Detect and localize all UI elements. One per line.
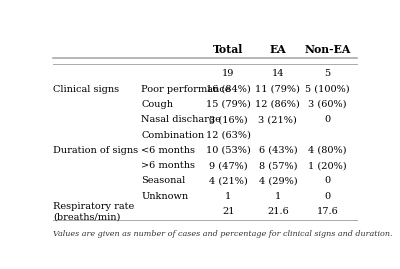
Text: 10 (53%): 10 (53%) [206,146,251,155]
Text: EA: EA [270,44,286,55]
Text: 12 (63%): 12 (63%) [206,130,251,140]
Text: Combination: Combination [142,130,204,140]
Text: 1: 1 [225,192,231,201]
Text: Nasal discharge: Nasal discharge [142,115,221,124]
Text: Cough: Cough [142,100,174,109]
Text: Unknown: Unknown [142,192,188,201]
Text: 21: 21 [222,207,234,216]
Text: 15 (79%): 15 (79%) [206,100,251,109]
Text: 17.6: 17.6 [316,207,338,216]
Text: 5 (100%): 5 (100%) [305,84,350,94]
Text: 6 (43%): 6 (43%) [258,146,297,155]
Text: Total: Total [213,44,244,55]
Text: 1 (20%): 1 (20%) [308,161,347,170]
Text: 9 (47%): 9 (47%) [209,161,248,170]
Text: 5: 5 [324,69,330,78]
Text: Poor performance: Poor performance [142,84,231,94]
Text: Respiratory rate
(breaths/min): Respiratory rate (breaths/min) [53,202,134,221]
Text: Clinical signs: Clinical signs [53,84,119,94]
Text: 1: 1 [275,192,281,201]
Text: Non-EA: Non-EA [304,44,351,55]
Text: 12 (86%): 12 (86%) [256,100,300,109]
Text: 16 (84%): 16 (84%) [206,84,251,94]
Text: 21.6: 21.6 [267,207,289,216]
Text: >6 months: >6 months [142,161,196,170]
Text: 4 (29%): 4 (29%) [258,176,297,186]
Text: 11 (79%): 11 (79%) [256,84,300,94]
Text: 19: 19 [222,69,234,78]
Text: 3 (16%): 3 (16%) [209,115,248,124]
Text: <6 months: <6 months [142,146,196,155]
Text: Duration of signs: Duration of signs [53,146,138,155]
Text: Seasonal: Seasonal [142,176,186,186]
Text: 3 (60%): 3 (60%) [308,100,347,109]
Text: 4 (80%): 4 (80%) [308,146,347,155]
Text: Values are given as number of cases and percentage for clinical signs and durati: Values are given as number of cases and … [53,230,393,238]
Text: 4 (21%): 4 (21%) [209,176,248,186]
Text: 0: 0 [324,192,330,201]
Text: 14: 14 [272,69,284,78]
Text: 0: 0 [324,115,330,124]
Text: 8 (57%): 8 (57%) [259,161,297,170]
Text: 3 (21%): 3 (21%) [258,115,297,124]
Text: 0: 0 [324,176,330,186]
